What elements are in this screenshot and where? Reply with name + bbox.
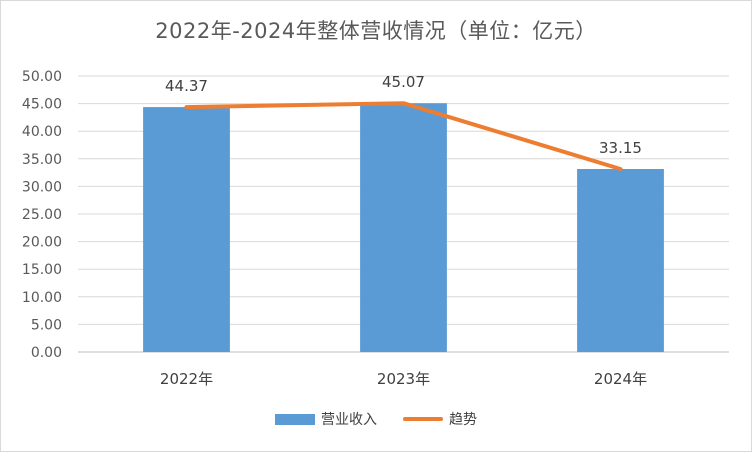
chart-legend: 营业收入 趋势: [1, 409, 751, 429]
legend-item-trend: 趋势: [403, 409, 477, 429]
y-tick-label: 35.00: [22, 152, 62, 168]
y-tick-label: 20.00: [22, 235, 62, 251]
y-tick-label: 15.00: [22, 262, 62, 278]
legend-swatch-revenue: [275, 413, 315, 425]
legend-label-trend: 趋势: [449, 412, 477, 428]
bar-revenue: [360, 103, 447, 353]
bar-revenue: [143, 107, 230, 352]
y-tick-label: 40.00: [22, 124, 62, 140]
y-tick-label: 0.00: [31, 345, 62, 361]
y-tick-label: 45.00: [22, 97, 62, 113]
trend-line: [184, 101, 623, 172]
legend-label-revenue: 营业收入: [321, 412, 377, 428]
y-tick-label: 25.00: [22, 207, 62, 223]
x-tick-label: 2022年: [160, 370, 213, 388]
chart-title: 2022年-2024年整体营收情况（单位：亿元）: [155, 19, 597, 43]
legend-item-revenue: 营业收入: [275, 409, 377, 429]
y-tick-label: 5.00: [31, 317, 62, 333]
y-tick-label: 50.00: [22, 69, 62, 85]
legend-swatch-trend: [403, 417, 443, 421]
data-label: 44.37: [165, 77, 208, 95]
bar-revenue: [577, 169, 664, 352]
x-tick-label: 2024年: [594, 370, 647, 388]
x-tick-label: 2023年: [377, 370, 430, 388]
y-tick-label: 30.00: [22, 179, 62, 195]
data-label: 45.07: [382, 73, 425, 91]
y-tick-label: 10.00: [22, 290, 62, 306]
data-label: 33.15: [599, 139, 642, 157]
